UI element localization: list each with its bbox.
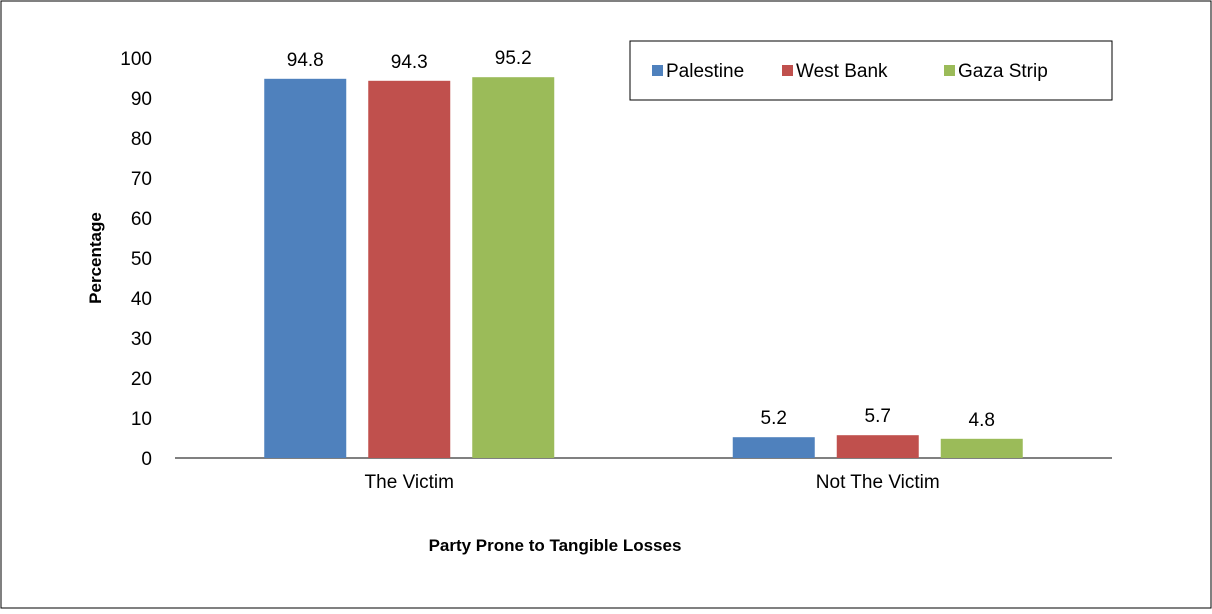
y-tick-label: 70 xyxy=(131,169,152,190)
y-tick-label: 100 xyxy=(120,49,152,70)
data-label: 95.2 xyxy=(495,48,532,69)
x-tick-label: Not The Victim xyxy=(816,472,940,493)
legend-label: Palestine xyxy=(666,61,744,82)
y-tick-label: 40 xyxy=(131,289,152,310)
legend-swatch xyxy=(944,65,955,76)
y-tick-label: 80 xyxy=(131,129,152,150)
legend-label: Gaza Strip xyxy=(958,61,1048,82)
y-tick-label: 90 xyxy=(131,89,152,110)
y-tick-label: 30 xyxy=(131,329,152,350)
data-label: 5.7 xyxy=(865,406,891,427)
bar-palestine xyxy=(732,437,815,458)
bar-palestine xyxy=(264,78,347,459)
x-tick-label: The Victim xyxy=(365,472,454,493)
legend-items: Palestine West Bank Gaza Strip xyxy=(652,61,1048,82)
bar-west-bank xyxy=(836,435,919,458)
data-label: 4.8 xyxy=(969,410,995,431)
y-tick-label: 20 xyxy=(131,369,152,390)
data-label: 5.2 xyxy=(761,408,787,429)
y-tick-label: 50 xyxy=(131,249,152,270)
y-tick-label: 0 xyxy=(141,449,152,470)
y-tick-label: 10 xyxy=(131,409,152,430)
legend-swatch xyxy=(652,65,663,76)
x-axis-tick-labels: The Victim Not The Victim xyxy=(365,472,940,493)
data-labels: 94.8 94.3 95.2 5.2 5.7 4.8 xyxy=(287,48,995,431)
legend: Palestine West Bank Gaza Strip xyxy=(629,40,1113,101)
legend-label: West Bank xyxy=(796,61,888,82)
bar-gaza-strip xyxy=(940,438,1023,458)
y-tick-label: 60 xyxy=(131,209,152,230)
x-axis-label: Party Prone to Tangible Losses xyxy=(429,536,682,555)
data-label: 94.3 xyxy=(391,52,428,73)
bar-west-bank xyxy=(368,80,451,459)
legend-box xyxy=(629,40,1113,101)
y-axis-label: Percentage xyxy=(86,212,105,304)
data-label: 94.8 xyxy=(287,50,324,71)
legend-swatch xyxy=(782,65,793,76)
y-axis-ticks: 0 10 20 30 40 50 60 70 80 90 100 xyxy=(120,49,152,470)
bars xyxy=(264,77,1023,459)
bar-gaza-strip xyxy=(472,77,555,458)
